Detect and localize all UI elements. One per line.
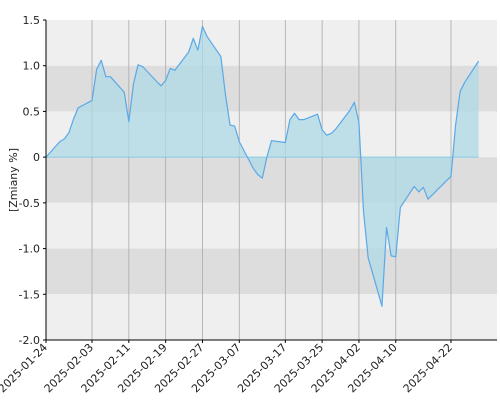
background-band: [46, 20, 497, 66]
y-tick-label: -1.5: [19, 288, 40, 301]
y-tick-label: -1.0: [19, 243, 40, 256]
background-band: [46, 294, 497, 340]
y-axis-label: [Zmiany %]: [7, 148, 20, 212]
y-tick-label: -2.0: [19, 334, 40, 347]
series-area: [46, 26, 479, 307]
vertical-gridlines: [91, 20, 452, 340]
background-band: [46, 248, 497, 295]
y-tick-label: 1.5: [23, 14, 41, 27]
y-tick-label: 1.0: [23, 60, 41, 73]
y-tick-label: 0: [33, 151, 40, 164]
y-tick-label: 0.5: [23, 105, 41, 118]
axes: [45, 20, 497, 341]
background-band: [46, 202, 497, 249]
x-tick-labels: 2025-01-242025-02-032025-02-112025-02-19…: [0, 340, 455, 395]
x-tick-label: 2025-04-22: [401, 341, 455, 395]
series-layer: [45, 25, 480, 307]
y-tick-label: -0.5: [19, 197, 40, 210]
series-line: [45, 25, 480, 307]
y-tick-labels: 1.5 1.0 0.5 0 -0.5 -1.0 -1.5 -2.0: [19, 14, 46, 347]
